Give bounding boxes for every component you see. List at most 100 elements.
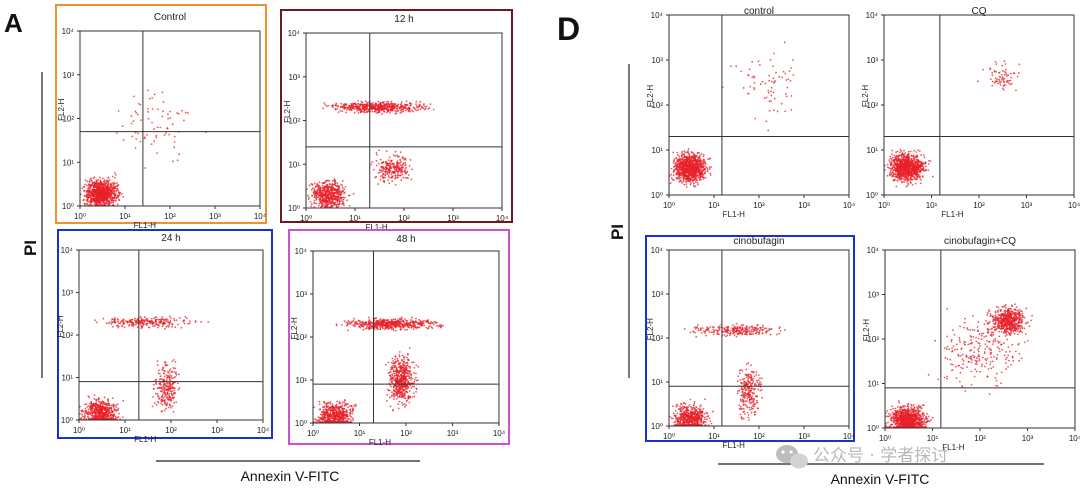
data-point	[419, 108, 422, 111]
data-point	[388, 389, 391, 392]
data-point	[400, 396, 403, 399]
data-point	[400, 101, 403, 103]
scatter-plots-layer: 10⁰10⁰10¹10¹10²10²10³10³10⁴10⁴FL1-HFL2-H…	[55, 4, 1080, 452]
data-point	[96, 417, 99, 420]
data-point	[113, 196, 116, 199]
data-point	[397, 384, 400, 387]
data-point	[324, 412, 327, 415]
data-point	[409, 396, 412, 399]
data-point	[430, 320, 432, 323]
data-point	[402, 389, 405, 392]
data-point	[379, 105, 382, 108]
data-point	[399, 392, 402, 395]
x-tick-label: 10²	[400, 429, 412, 438]
data-point	[117, 407, 120, 410]
data-point	[113, 404, 116, 407]
data-point	[382, 320, 385, 323]
data-point	[84, 416, 86, 419]
data-point	[380, 103, 382, 106]
data-point	[96, 189, 99, 191]
data-point	[392, 105, 395, 108]
data-point	[337, 192, 340, 194]
data-point	[442, 324, 445, 327]
data-point	[384, 170, 387, 173]
data-point	[326, 200, 328, 203]
data-point	[165, 132, 167, 135]
data-point	[419, 320, 422, 322]
data-point	[91, 403, 93, 406]
data-point	[333, 406, 336, 409]
data-point	[379, 324, 382, 327]
data-point	[83, 189, 85, 192]
data-point	[153, 402, 156, 404]
data-point	[105, 408, 107, 411]
x-tick-label: 10²	[164, 212, 176, 221]
data-point	[88, 190, 91, 193]
data-point	[409, 365, 411, 368]
data-point	[97, 182, 100, 185]
data-point	[122, 318, 125, 321]
data-point	[392, 162, 395, 165]
data-point	[159, 321, 161, 324]
data-point	[343, 399, 346, 401]
data-point	[349, 323, 352, 326]
data-point	[399, 159, 402, 161]
data-point	[341, 404, 344, 406]
data-point	[170, 406, 172, 409]
data-point	[324, 103, 327, 106]
data-point	[364, 321, 367, 323]
data-point	[401, 156, 404, 159]
data-point	[400, 316, 403, 319]
data-point	[94, 319, 96, 322]
data-point	[83, 202, 86, 205]
data-point	[89, 407, 92, 410]
data-point	[386, 320, 389, 322]
data-point	[381, 109, 384, 112]
data-point	[377, 171, 380, 174]
data-point	[384, 176, 386, 179]
panel-border	[288, 229, 510, 445]
data-point	[382, 177, 385, 180]
data-point	[317, 191, 320, 193]
data-point	[391, 391, 393, 394]
data-point	[385, 150, 388, 153]
data-point	[95, 185, 98, 188]
data-point	[99, 181, 102, 184]
x-tick-label: 10⁰	[73, 426, 85, 435]
data-point	[98, 196, 101, 199]
data-point	[390, 326, 393, 329]
data-point	[97, 406, 100, 409]
data-point	[311, 194, 313, 197]
data-point	[93, 198, 95, 201]
data-point	[107, 400, 110, 403]
data-point	[310, 188, 313, 191]
data-point	[342, 410, 345, 413]
data-point	[369, 327, 372, 329]
data-point	[402, 376, 405, 379]
data-point	[89, 187, 92, 190]
data-point	[101, 415, 104, 418]
data-point	[97, 201, 100, 203]
data-point	[354, 325, 356, 328]
data-point	[117, 322, 120, 325]
data-point	[375, 102, 377, 105]
data-point	[116, 185, 119, 187]
data-point	[378, 109, 380, 112]
data-point	[392, 321, 395, 324]
data-point	[355, 107, 358, 110]
x-tick-label: 10¹	[119, 212, 131, 221]
data-point	[414, 326, 417, 329]
y-axis-label: FL2-H	[290, 317, 299, 339]
data-point	[408, 164, 411, 167]
data-point	[402, 363, 405, 366]
scatter-plot-4: 10⁰10⁰10¹10¹10²10²10³10³10⁴10⁴FL1-HFL2-H…	[288, 229, 510, 447]
data-point	[395, 169, 398, 171]
data-point	[379, 328, 382, 330]
data-point	[393, 396, 395, 398]
data-point	[130, 122, 133, 125]
data-point	[415, 372, 417, 375]
data-point	[326, 203, 329, 205]
data-point	[335, 413, 338, 416]
data-point	[371, 104, 374, 107]
data-point	[346, 199, 349, 202]
